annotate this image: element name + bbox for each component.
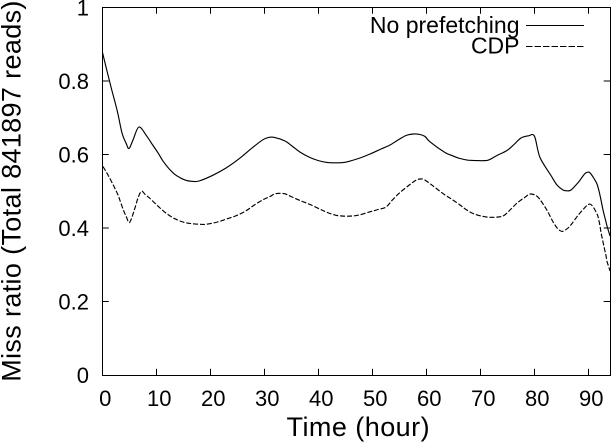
svg-text:0.4: 0.4 [58,216,89,241]
svg-text:0: 0 [77,363,89,388]
svg-text:0.2: 0.2 [58,290,89,315]
svg-text:20: 20 [201,386,225,411]
svg-text:30: 30 [255,386,279,411]
svg-text:Time (hour): Time (hour) [287,412,430,442]
svg-text:60: 60 [417,386,441,411]
svg-text:50: 50 [363,386,387,411]
svg-text:1: 1 [77,0,89,21]
svg-text:Miss ratio (Total 841897 reads: Miss ratio (Total 841897 reads) [0,0,26,382]
svg-text:0: 0 [99,386,111,411]
svg-text:No prefetching: No prefetching [370,12,520,38]
svg-text:CDP: CDP [471,33,520,59]
svg-text:10: 10 [147,386,171,411]
svg-text:70: 70 [471,386,495,411]
svg-text:80: 80 [525,386,549,411]
svg-text:0.8: 0.8 [58,69,89,94]
svg-text:40: 40 [309,386,333,411]
svg-text:90: 90 [579,386,603,411]
svg-text:0.6: 0.6 [58,143,89,168]
